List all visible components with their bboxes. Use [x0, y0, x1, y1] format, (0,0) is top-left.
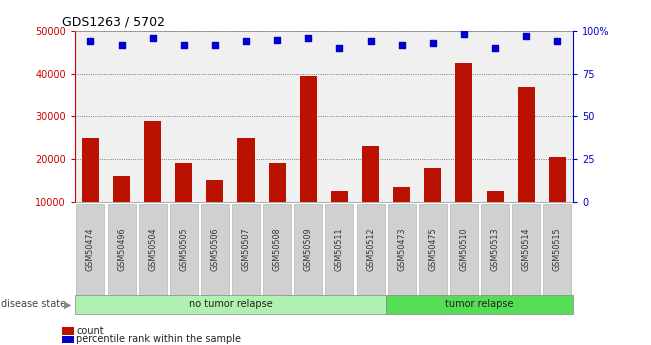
Bar [269, 164, 286, 245]
Point [272, 37, 283, 42]
FancyBboxPatch shape [263, 204, 291, 295]
Point [552, 39, 562, 44]
FancyBboxPatch shape [326, 204, 353, 295]
Text: GSM50506: GSM50506 [210, 227, 219, 271]
Bar [393, 187, 410, 245]
Bar [362, 146, 379, 245]
Text: GSM50509: GSM50509 [304, 227, 313, 271]
Bar [518, 87, 534, 245]
Text: disease state: disease state [1, 299, 66, 309]
Bar [549, 157, 566, 245]
FancyBboxPatch shape [294, 204, 322, 295]
Text: GSM50508: GSM50508 [273, 227, 282, 271]
Text: GSM50496: GSM50496 [117, 227, 126, 271]
Bar [75, 295, 386, 314]
Text: GSM50514: GSM50514 [521, 227, 531, 271]
Bar [299, 76, 317, 245]
Bar [113, 176, 130, 245]
Text: GDS1263 / 5702: GDS1263 / 5702 [62, 16, 165, 29]
Point [490, 45, 500, 51]
Text: GSM50515: GSM50515 [553, 227, 562, 271]
Bar [144, 121, 161, 245]
Bar [175, 164, 192, 245]
Text: percentile rank within the sample: percentile rank within the sample [76, 335, 241, 344]
Point [396, 42, 407, 48]
Bar [456, 63, 473, 245]
Text: GSM50511: GSM50511 [335, 227, 344, 271]
Point [210, 42, 220, 48]
Text: count: count [76, 326, 104, 336]
Text: GSM50474: GSM50474 [86, 227, 95, 271]
FancyBboxPatch shape [481, 204, 509, 295]
Text: GSM50513: GSM50513 [491, 227, 499, 271]
Bar [82, 138, 99, 245]
FancyBboxPatch shape [357, 204, 385, 295]
Text: GSM50475: GSM50475 [428, 227, 437, 271]
Point [241, 39, 251, 44]
Text: ▶: ▶ [64, 299, 72, 309]
Point [428, 40, 438, 46]
Bar [206, 180, 223, 245]
Bar [386, 295, 573, 314]
Bar [486, 191, 504, 245]
Text: GSM50473: GSM50473 [397, 227, 406, 271]
Bar [424, 168, 441, 245]
Text: GSM50510: GSM50510 [460, 227, 469, 271]
Point [365, 39, 376, 44]
Point [334, 45, 344, 51]
FancyBboxPatch shape [170, 204, 198, 295]
Point [85, 39, 96, 44]
Point [303, 35, 314, 41]
Text: GSM50507: GSM50507 [242, 227, 251, 271]
Point [178, 42, 189, 48]
Point [117, 42, 127, 48]
Text: no tumor relapse: no tumor relapse [189, 299, 272, 309]
FancyBboxPatch shape [512, 204, 540, 295]
FancyBboxPatch shape [201, 204, 229, 295]
Text: GSM50505: GSM50505 [179, 227, 188, 271]
Point [521, 33, 531, 39]
FancyBboxPatch shape [76, 204, 104, 295]
FancyBboxPatch shape [450, 204, 478, 295]
Point [459, 32, 469, 37]
Point [148, 35, 158, 41]
FancyBboxPatch shape [107, 204, 135, 295]
Text: GSM50504: GSM50504 [148, 227, 157, 271]
FancyBboxPatch shape [232, 204, 260, 295]
Text: tumor relapse: tumor relapse [445, 299, 514, 309]
FancyBboxPatch shape [139, 204, 167, 295]
Bar [331, 191, 348, 245]
Bar [238, 138, 255, 245]
Text: GSM50512: GSM50512 [366, 227, 375, 271]
FancyBboxPatch shape [544, 204, 572, 295]
FancyBboxPatch shape [419, 204, 447, 295]
FancyBboxPatch shape [388, 204, 416, 295]
